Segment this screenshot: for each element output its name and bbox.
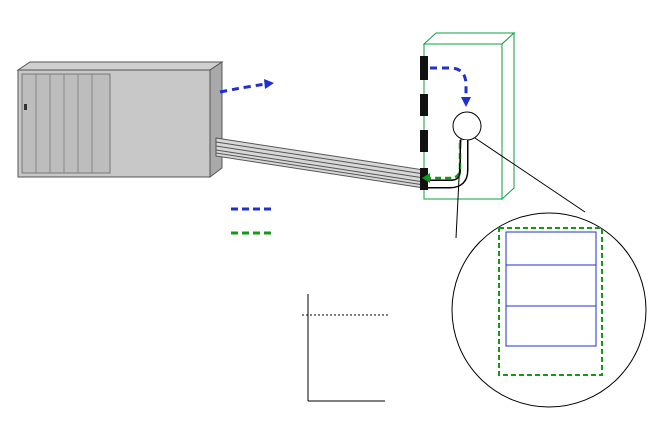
- ixia-chassis: [16, 61, 224, 178]
- ipv6-flow-arrow: [219, 66, 471, 107]
- packet-zoom: [451, 137, 647, 408]
- varies-row: [25, 208, 29, 220]
- dut-router: [420, 31, 516, 201]
- tunnel-cables: [215, 137, 425, 189]
- legend-lines: [231, 207, 272, 235]
- frame-rate-chart: [302, 294, 388, 402]
